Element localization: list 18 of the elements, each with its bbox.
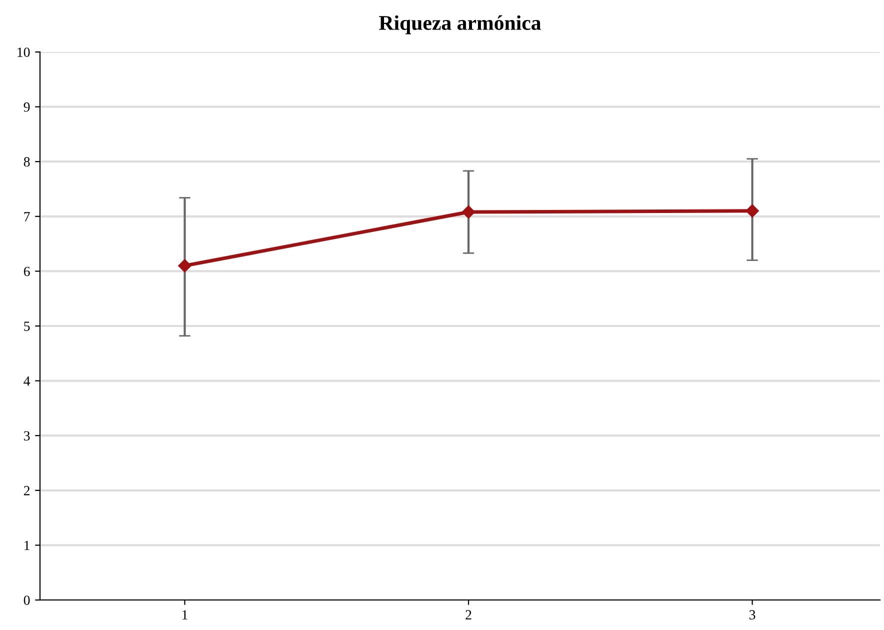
x-tick-label: 2	[466, 610, 472, 620]
y-tick-label: 6	[24, 266, 30, 276]
y-tick-label: 5	[24, 322, 30, 331]
x-tick-label: 1	[182, 610, 188, 620]
y-tick-label: 8	[24, 157, 30, 167]
point	[462, 205, 476, 219]
y-tick-label: 1	[24, 540, 30, 550]
y-tick-label: 4	[24, 376, 30, 386]
point	[746, 204, 759, 218]
chart-title: Riqueza armónica	[379, 15, 541, 34]
x-tick-label: 3	[749, 610, 756, 620]
point	[178, 259, 192, 272]
y-tick-label: 7	[24, 212, 30, 222]
y-tick-label: 10	[18, 48, 30, 57]
y-tick-label: 2	[24, 486, 30, 496]
y-tick-label: 0	[24, 596, 30, 605]
y-tick-label: 3	[24, 431, 30, 441]
y-tick-label: 9	[24, 102, 30, 112]
